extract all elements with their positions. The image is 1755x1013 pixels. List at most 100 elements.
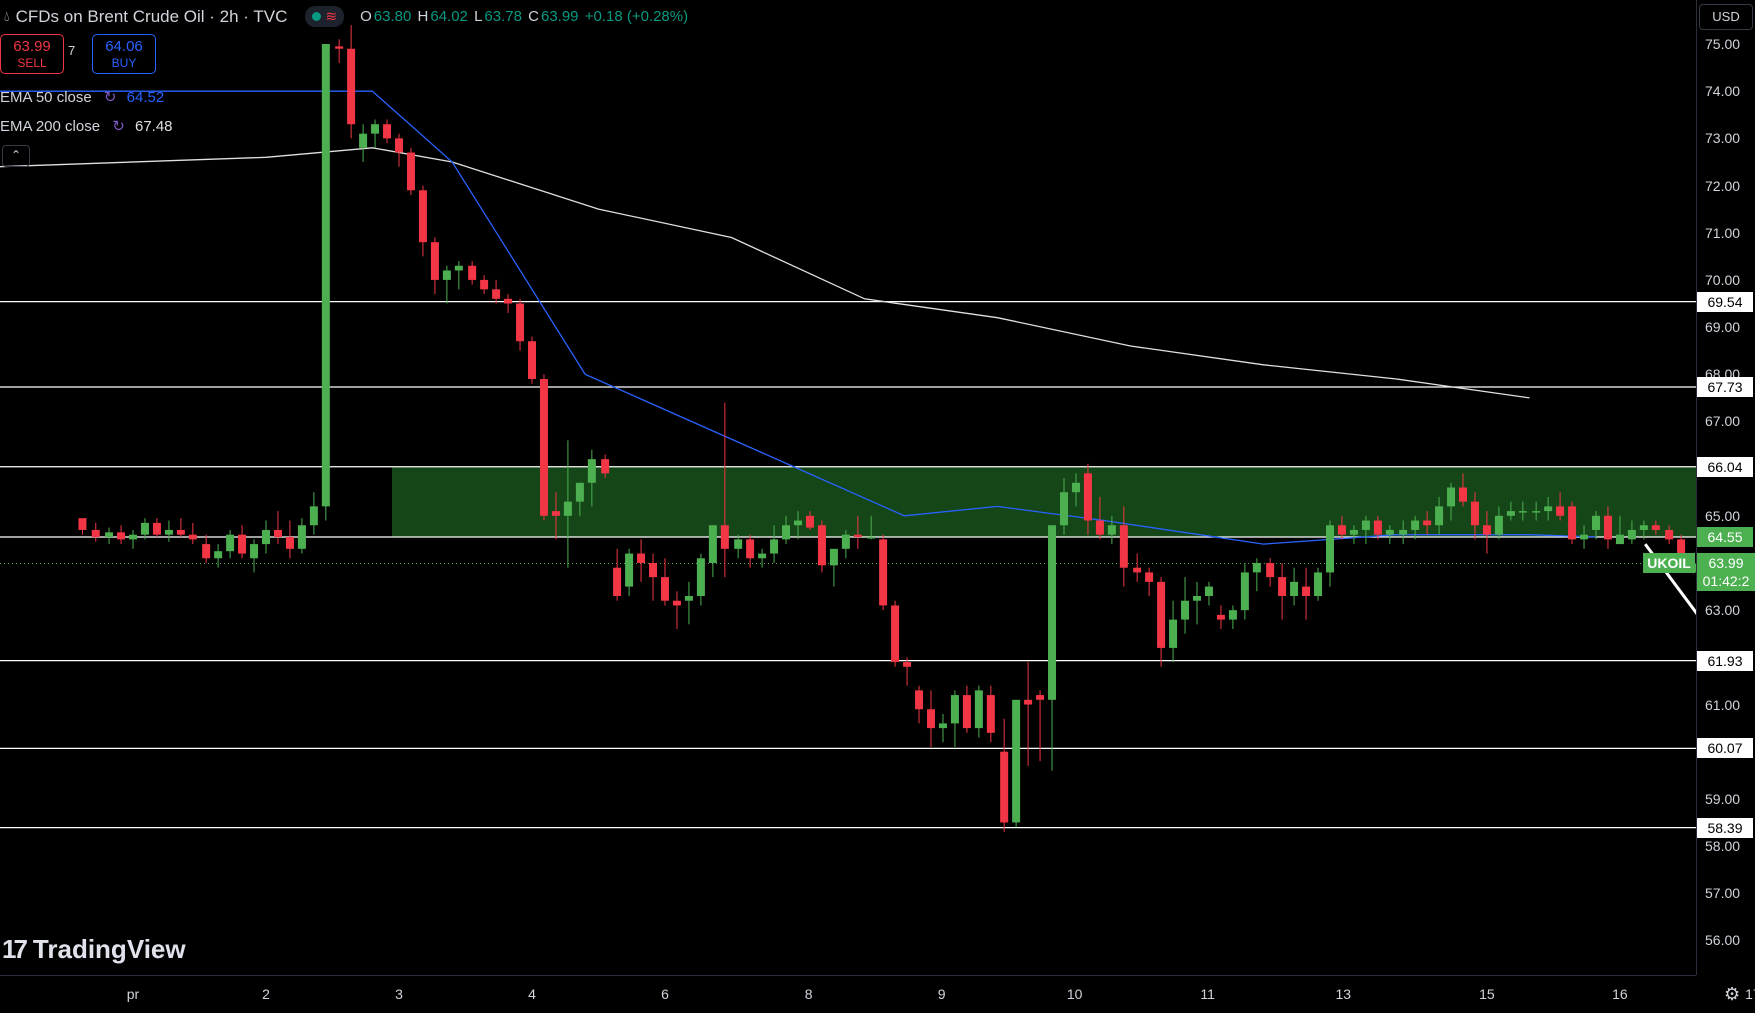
candle-body bbox=[1603, 515, 1612, 540]
candle-body bbox=[938, 723, 947, 729]
candle-body bbox=[1252, 562, 1261, 573]
candle-body bbox=[563, 501, 572, 516]
candle-body bbox=[903, 662, 912, 667]
candle-body bbox=[1278, 577, 1287, 597]
candle-body bbox=[1145, 572, 1154, 582]
candle-body bbox=[1204, 586, 1213, 597]
level-price-label: 58.39 bbox=[1697, 817, 1753, 838]
candle-body bbox=[1459, 487, 1467, 502]
price-chart[interactable] bbox=[0, 0, 1696, 975]
chevron-up-icon[interactable]: ⌃ bbox=[2, 145, 30, 167]
candle-body bbox=[551, 511, 560, 516]
time-axis[interactable] bbox=[0, 975, 1696, 1013]
candle-body bbox=[661, 577, 669, 601]
candle-body bbox=[1639, 525, 1648, 530]
candle-body bbox=[176, 529, 185, 535]
candle-body bbox=[1411, 520, 1420, 530]
level-price-label: 67.73 bbox=[1697, 377, 1753, 397]
candle-body bbox=[1181, 600, 1190, 620]
candle-body bbox=[468, 265, 477, 280]
candle-body bbox=[492, 289, 501, 299]
candle-body bbox=[395, 138, 403, 153]
ema50-legend[interactable]: EMA 50 close ↻ 64.52 bbox=[0, 88, 164, 106]
candle-body bbox=[297, 525, 306, 549]
candle-body bbox=[1193, 596, 1201, 601]
candle-body bbox=[418, 190, 427, 243]
buy-button[interactable]: 64.06 BUY bbox=[92, 34, 156, 74]
sell-button[interactable]: 63.99 SELL bbox=[0, 34, 64, 74]
candle-body bbox=[78, 518, 87, 530]
refresh-icon[interactable]: ↻ bbox=[112, 118, 125, 135]
candle-body bbox=[625, 553, 634, 587]
candle-body bbox=[950, 695, 959, 724]
candle-body bbox=[1494, 515, 1503, 535]
candle-body bbox=[1568, 506, 1577, 540]
candle-body bbox=[454, 265, 463, 271]
candle-body bbox=[91, 529, 100, 538]
candle-body bbox=[1506, 511, 1515, 516]
candle-body bbox=[1385, 529, 1394, 535]
candle-body bbox=[1169, 619, 1178, 648]
time-tick-label: 11 bbox=[1200, 986, 1215, 1002]
refresh-icon[interactable]: ↻ bbox=[103, 89, 117, 106]
candle-body bbox=[1580, 534, 1589, 540]
low-value: 63.78 bbox=[484, 8, 522, 25]
spread-value: 7 bbox=[68, 43, 76, 58]
candle-body bbox=[371, 124, 380, 134]
tv-logo-icon: 17 bbox=[2, 934, 28, 964]
candle-body bbox=[140, 522, 149, 535]
level-price-label: 61.93 bbox=[1697, 650, 1753, 671]
candle-body bbox=[152, 522, 161, 535]
price-axis[interactable] bbox=[1696, 0, 1755, 975]
price-tick-label: 67.00 bbox=[1705, 413, 1741, 430]
candle-body bbox=[1423, 520, 1432, 526]
candle-body bbox=[202, 544, 211, 559]
candle-body bbox=[1361, 520, 1370, 530]
candle-body bbox=[601, 459, 610, 474]
candle-body bbox=[986, 695, 995, 733]
currency-button[interactable]: USD bbox=[1699, 4, 1753, 30]
candle-body bbox=[1302, 586, 1311, 597]
time-tick-label: 6 bbox=[661, 986, 669, 1002]
market-open-dot bbox=[312, 12, 322, 21]
candle-body bbox=[1399, 529, 1408, 535]
ema200-line bbox=[0, 147, 1530, 399]
candle-body bbox=[1482, 525, 1491, 535]
candle-body bbox=[817, 525, 826, 566]
candle-body bbox=[262, 529, 270, 545]
level-price-label: 69.54 bbox=[1697, 291, 1753, 312]
price-tick-label: 70.00 bbox=[1705, 271, 1741, 288]
ema200-legend[interactable]: EMA 200 close ↻ 67.48 bbox=[0, 117, 173, 135]
candle-body bbox=[1627, 529, 1636, 540]
symbol-title[interactable]: CFDs on Brent Crude Oil · 2h · TVC bbox=[15, 6, 288, 26]
candle-body bbox=[1314, 572, 1323, 597]
level-price-label: 64.55 bbox=[1697, 527, 1753, 548]
candle-body bbox=[770, 539, 779, 554]
candle-body bbox=[649, 562, 658, 578]
candle-body bbox=[1240, 572, 1249, 611]
market-status[interactable]: ≋ bbox=[305, 6, 345, 27]
time-tick-label: 13 bbox=[1335, 986, 1352, 1002]
price-tick-label: 61.00 bbox=[1705, 696, 1741, 713]
candle-body bbox=[105, 532, 114, 538]
time-tick-label: 4 bbox=[528, 986, 536, 1002]
candle-body bbox=[1615, 534, 1624, 545]
candle-body bbox=[1470, 501, 1479, 526]
ema50-value: 64.52 bbox=[126, 89, 165, 106]
price-tick-label: 59.00 bbox=[1705, 790, 1741, 807]
sell-label: SELL bbox=[17, 56, 47, 70]
candle-body bbox=[1556, 506, 1565, 516]
candle-body bbox=[637, 553, 646, 563]
candle-body bbox=[1216, 614, 1225, 620]
candle-body bbox=[1373, 520, 1382, 535]
gear-icon[interactable]: ⚙ bbox=[1724, 984, 1741, 1004]
time-tick-label: 9 bbox=[937, 986, 946, 1002]
candle-body bbox=[1266, 562, 1275, 578]
candle-body bbox=[528, 341, 536, 379]
candle-body bbox=[1518, 511, 1527, 513]
candle-body bbox=[1544, 506, 1553, 512]
candle-body bbox=[347, 48, 356, 125]
candle-body bbox=[1060, 492, 1068, 526]
candle-body bbox=[841, 534, 850, 549]
candle-body bbox=[1000, 751, 1009, 823]
